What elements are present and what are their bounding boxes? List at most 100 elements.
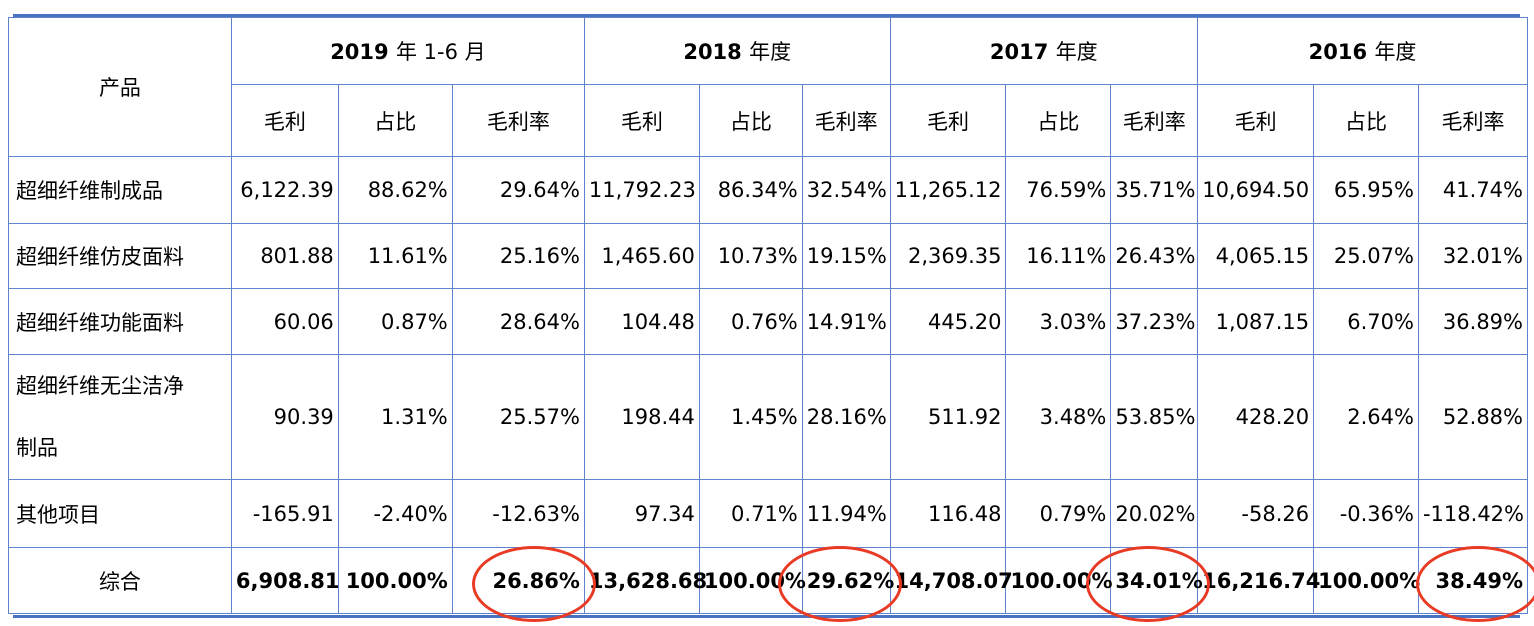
value-cell: 16,216.74 <box>1197 547 1320 614</box>
sub-column-header: 毛利 <box>1197 84 1315 157</box>
value-cell: 25.57% <box>451 354 585 480</box>
value-cell: 116.48 <box>889 479 1007 548</box>
value-cell: 100.00% <box>698 547 806 614</box>
sub-column-header: 毛利率 <box>451 84 585 157</box>
value-cell: 14.91% <box>801 288 891 355</box>
value-cell: 11.94% <box>801 479 891 548</box>
value-cell: 6,122.39 <box>230 156 339 224</box>
year-label: 2019 <box>330 40 389 64</box>
value-cell: 801.88 <box>230 223 339 289</box>
value-cell: 3.48% <box>1005 354 1112 480</box>
year-unit: 年度 <box>749 40 792 64</box>
sub-column-header: 占比 <box>1313 84 1419 157</box>
value-cell: 0.76% <box>698 288 803 355</box>
value-cell: 76.59% <box>1005 156 1112 224</box>
value-cell: 32.54% <box>801 156 891 224</box>
value-cell: 97.34 <box>583 479 700 548</box>
year-label: 2017 <box>989 40 1049 64</box>
table-row: 超细纤维功能面料 60.06 0.87% 28.64% 104.48 0.76% 14.91… <box>8 288 1529 355</box>
value-cell: -12.63% <box>451 479 585 548</box>
highlighted-margin-cell: 34.01% <box>1110 547 1203 614</box>
product-header-label: 产品 <box>98 76 141 100</box>
year-unit: 年度 <box>1055 40 1098 64</box>
sub-column-header: 占比 <box>337 84 453 157</box>
value-cell: -2.40% <box>337 479 453 548</box>
value-cell: 13,628.68 <box>583 547 707 614</box>
year-header-2017: 2017 年度 <box>889 17 1199 85</box>
value-cell: 32.01% <box>1417 223 1529 289</box>
value-cell: 36.89% <box>1417 288 1529 355</box>
sub-column-header: 毛利率 <box>1417 84 1529 157</box>
value-cell: 14,708.07 <box>889 547 1013 614</box>
value-cell: 100.00% <box>1313 547 1420 614</box>
value-cell: -58.26 <box>1197 479 1315 548</box>
value-cell: 19.15% <box>801 223 891 289</box>
value-cell: 445.20 <box>889 288 1007 355</box>
product-name: 超细纤维无尘洁净 制品 <box>8 354 232 480</box>
highlighted-margin-cell: 29.62% <box>801 547 894 614</box>
product-name-line: 超细纤维无尘洁净 <box>16 374 184 398</box>
highlighted-margin-cell: 26.86% <box>451 547 585 614</box>
value-cell: 511.92 <box>889 354 1007 480</box>
value-cell: 6.70% <box>1313 288 1419 355</box>
value-cell: 11.61% <box>337 223 453 289</box>
value-cell: 11,792.23 <box>583 156 700 224</box>
sub-column-header: 占比 <box>1005 84 1112 157</box>
value-cell: 41.74% <box>1417 156 1529 224</box>
value-cell: 100.00% <box>1005 547 1113 614</box>
value-cell: 104.48 <box>583 288 700 355</box>
product-name: 综合 <box>8 547 232 614</box>
value-cell: 25.16% <box>451 223 585 289</box>
value-cell: 6,908.81 <box>230 547 340 614</box>
value-cell: 0.79% <box>1005 479 1112 548</box>
sub-column-header: 毛利 <box>583 84 700 157</box>
value-cell: -118.42% <box>1417 479 1529 548</box>
value-cell: 88.62% <box>337 156 453 224</box>
sub-column-header: 毛利率 <box>801 84 891 157</box>
table-row: 超细纤维无尘洁净 制品 90.39 1.31% 25.57% 198.44 1.45% 28.… <box>8 354 1529 480</box>
value-cell: 10,694.50 <box>1197 156 1315 224</box>
value-cell: -0.36% <box>1313 479 1419 548</box>
product-name: 超细纤维功能面料 <box>8 288 232 355</box>
value-cell: 65.95% <box>1313 156 1419 224</box>
year-label: 2018 <box>683 40 742 64</box>
product-name: 超细纤维仿皮面料 <box>8 223 232 289</box>
value-cell: 16.11% <box>1005 223 1112 289</box>
value-cell: 25.07% <box>1313 223 1419 289</box>
product-name: 其他项目 <box>8 479 232 548</box>
value-cell: 1.31% <box>337 354 453 480</box>
sub-column-header: 毛利率 <box>1110 84 1199 157</box>
sub-column-header: 毛利 <box>230 84 339 157</box>
value-cell: 428.20 <box>1197 354 1315 480</box>
value-cell: 90.39 <box>230 354 339 480</box>
value-cell: 60.06 <box>230 288 339 355</box>
value-cell: 198.44 <box>583 354 700 480</box>
value-cell: 35.71% <box>1110 156 1199 224</box>
value-cell: 20.02% <box>1110 479 1199 548</box>
sub-column-header: 占比 <box>698 84 803 157</box>
value-cell: 28.16% <box>801 354 891 480</box>
value-cell: 0.71% <box>698 479 803 548</box>
year-header-2016: 2016 年度 <box>1197 17 1528 85</box>
value-cell: 4,065.15 <box>1197 223 1315 289</box>
value-cell: 28.64% <box>451 288 585 355</box>
value-cell: 29.64% <box>451 156 585 224</box>
table-row: 综合 6,908.81 100.00% 26.86% 13,628.68 100.00% 2… <box>8 547 1529 614</box>
table-row: 超细纤维仿皮面料 801.88 11.61% 25.16% 1,465.60 10.73%… <box>8 223 1529 289</box>
value-cell: 100.00% <box>337 547 453 614</box>
value-cell: 52.88% <box>1417 354 1529 480</box>
value-cell: 11,265.12 <box>889 156 1007 224</box>
value-cell: 0.87% <box>337 288 453 355</box>
product-name-line: 制品 <box>16 436 58 460</box>
year-label: 2016 <box>1308 40 1368 64</box>
gross-profit-table: 产品 2019 年 1-6 月 2018 年度 2017 年度 2016 年度 … <box>8 17 1529 614</box>
value-cell: 2,369.35 <box>889 223 1007 289</box>
table-row: 超细纤维制成品 6,122.39 88.62% 29.64% 11,792.23 86.3… <box>8 156 1529 224</box>
year-unit: 年 1-6 月 <box>395 40 486 64</box>
sub-column-header: 毛利 <box>889 84 1007 157</box>
value-cell: 1,087.15 <box>1197 288 1315 355</box>
value-cell: 53.85% <box>1110 354 1199 480</box>
product-name: 超细纤维制成品 <box>8 156 232 224</box>
value-cell: 2.64% <box>1313 354 1419 480</box>
table-frame <box>13 14 1520 618</box>
